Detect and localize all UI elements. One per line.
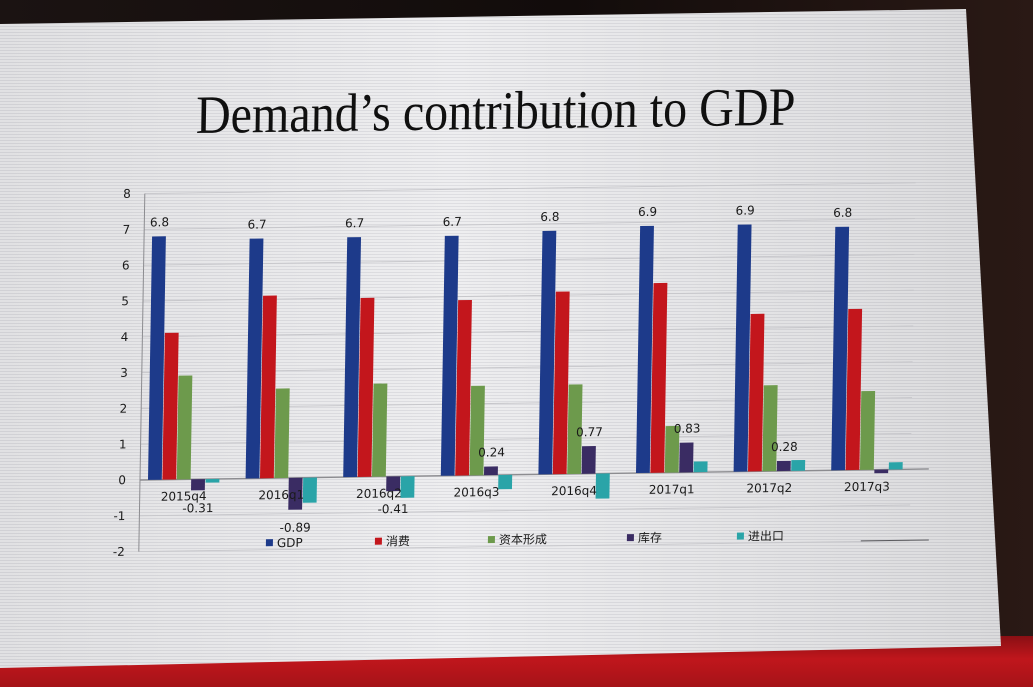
bar-inventory-2016q4 bbox=[581, 446, 596, 474]
x-tick-label: 2017q1 bbox=[649, 482, 695, 497]
y-tick-label: 3 bbox=[120, 366, 128, 380]
bar-gdp-2016q3 bbox=[440, 235, 459, 476]
legend-label-gdp: GDP bbox=[277, 536, 303, 550]
y-tick-label: 1 bbox=[119, 437, 127, 451]
bar-consumption-2017q1 bbox=[650, 282, 668, 473]
x-tick-label: 2017q2 bbox=[746, 481, 792, 496]
bar-net-exports-2016q4 bbox=[595, 473, 610, 499]
x-tick-label: 2016q1 bbox=[258, 488, 304, 503]
bar-inventory-2017q2 bbox=[776, 460, 791, 472]
y-tick-label: 0 bbox=[118, 473, 126, 487]
bar-net-exports-2015q4 bbox=[205, 478, 220, 483]
bar-consumption-2016q2 bbox=[357, 297, 375, 477]
x-tick-label: 2017q3 bbox=[844, 479, 890, 494]
legend-swatch-inventory bbox=[626, 534, 634, 542]
y-tick-label: 2 bbox=[119, 402, 127, 416]
y-tick-label: 5 bbox=[121, 294, 129, 308]
data-label-inventory: 0.83 bbox=[674, 421, 701, 435]
legend-swatch-capital-formation bbox=[487, 536, 495, 544]
bar-net-exports-2016q2 bbox=[400, 476, 415, 498]
bar-net-exports-2016q1 bbox=[302, 477, 317, 503]
data-label-gdp: 6.9 bbox=[638, 205, 657, 219]
bar-capital-formation-2016q2 bbox=[371, 383, 388, 477]
bar-net-exports-2017q3 bbox=[888, 462, 903, 470]
bar-capital-formation-2017q2 bbox=[762, 385, 778, 472]
gridline bbox=[138, 540, 910, 553]
bar-gdp-2016q1 bbox=[245, 238, 264, 479]
bar-capital-formation-2017q3 bbox=[859, 390, 876, 470]
bar-capital-formation-2016q4 bbox=[567, 384, 583, 475]
bar-gdp-2017q2 bbox=[733, 224, 752, 472]
plot-area: 8 7 6 5 4 3 2 1 0 -1 -2 6.8 6.7 6.7 6.7 6.8 6.9 6.9 6.8 -0.… bbox=[113, 182, 929, 559]
bar-net-exports-2017q1 bbox=[693, 461, 708, 473]
data-label-gdp: 6.8 bbox=[833, 206, 852, 220]
bar-capital-formation-2017q1 bbox=[664, 425, 680, 473]
bar-gdp-2016q2 bbox=[343, 237, 362, 478]
y-tick-label: 4 bbox=[121, 330, 129, 344]
y-tick-label: 8 bbox=[123, 187, 131, 201]
x-tick-label: 2016q2 bbox=[356, 486, 402, 501]
legend-label-consumption: 消费 bbox=[386, 534, 410, 548]
gridline bbox=[144, 182, 916, 195]
legend-swatch-net-exports bbox=[736, 532, 744, 540]
data-label-gdp: 6.8 bbox=[540, 210, 559, 224]
gridline bbox=[144, 218, 916, 230]
bar-consumption-2016q4 bbox=[552, 291, 570, 475]
data-label-gdp: 6.7 bbox=[247, 217, 266, 231]
y-tick-label: 7 bbox=[122, 223, 130, 237]
bar-gdp-2015q4 bbox=[147, 236, 166, 480]
bar-consumption-2017q2 bbox=[747, 313, 765, 472]
legend-line bbox=[860, 539, 929, 542]
y-tick-label: 6 bbox=[122, 258, 130, 272]
gridline bbox=[143, 253, 915, 266]
legend-swatch-consumption bbox=[374, 537, 382, 545]
y-tick-label: -1 bbox=[113, 509, 125, 523]
data-label-inventory: -0.89 bbox=[280, 520, 311, 534]
y-tick-label: -2 bbox=[113, 545, 125, 559]
legend-label-capital-formation: 资本形成 bbox=[499, 532, 547, 547]
bar-inventory-2016q2 bbox=[386, 476, 401, 492]
data-label-inventory: 0.24 bbox=[478, 445, 505, 459]
data-label-gdp: 6.7 bbox=[345, 216, 364, 230]
bar-consumption-2015q4 bbox=[162, 332, 179, 480]
x-tick-label: 2015q4 bbox=[161, 489, 207, 504]
bar-net-exports-2017q2 bbox=[791, 459, 806, 471]
bar-consumption-2017q3 bbox=[845, 308, 863, 471]
bar-inventory-2017q3 bbox=[874, 469, 889, 474]
x-tick-label: 2016q3 bbox=[453, 485, 499, 500]
gridline bbox=[139, 504, 911, 517]
bar-capital-formation-2015q4 bbox=[176, 375, 193, 480]
y-axis-line bbox=[138, 193, 146, 552]
data-label-inventory: -0.31 bbox=[182, 501, 213, 515]
bar-inventory-2016q3 bbox=[483, 466, 498, 476]
data-label-gdp: 6.8 bbox=[150, 215, 169, 229]
bar-capital-formation-2016q3 bbox=[469, 385, 485, 476]
bar-inventory-2015q4 bbox=[191, 479, 205, 491]
data-label-gdp: 6.9 bbox=[736, 203, 755, 217]
bar-capital-formation-2016q1 bbox=[274, 388, 290, 479]
bar-consumption-2016q3 bbox=[455, 299, 472, 476]
data-label-inventory: -0.41 bbox=[377, 502, 408, 516]
bar-gdp-2016q4 bbox=[538, 230, 557, 475]
data-label-inventory: 0.28 bbox=[771, 440, 798, 454]
data-label-inventory: 0.77 bbox=[576, 425, 603, 439]
bar-consumption-2016q1 bbox=[259, 295, 277, 479]
bar-net-exports-2016q3 bbox=[498, 474, 513, 490]
bar-gdp-2017q1 bbox=[635, 225, 654, 474]
legend-swatch-gdp bbox=[265, 539, 273, 547]
bar-inventory-2016q1 bbox=[288, 477, 303, 510]
bar-gdp-2017q3 bbox=[831, 226, 850, 471]
x-tick-label: 2016q4 bbox=[551, 484, 597, 499]
legend-label-net-exports: 进出口 bbox=[748, 529, 784, 544]
bar-inventory-2017q1 bbox=[679, 442, 694, 473]
legend-label-inventory: 库存 bbox=[638, 530, 662, 545]
data-label-gdp: 6.7 bbox=[443, 215, 462, 229]
